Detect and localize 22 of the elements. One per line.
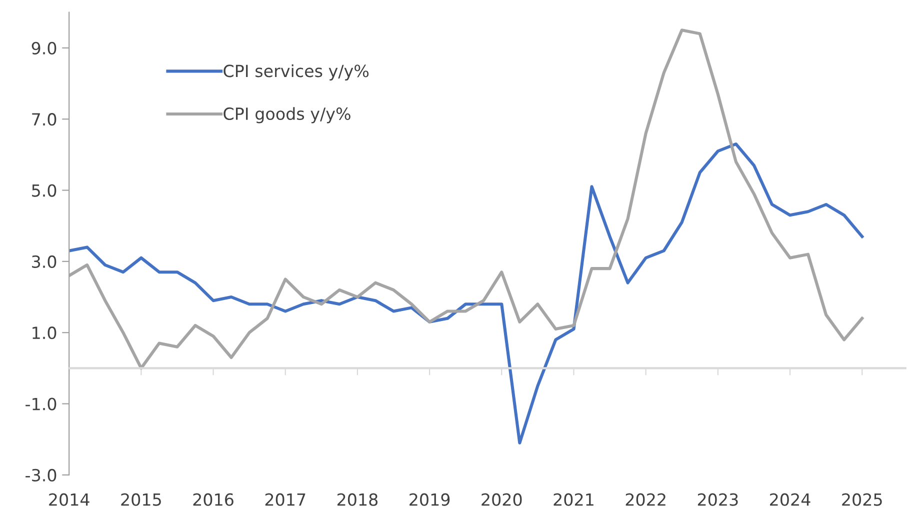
x-tick-label: 2020 <box>482 493 522 506</box>
x-tick-label: 2014 <box>49 493 90 506</box>
y-tick-label: -1.0 <box>26 398 56 410</box>
x-tick-label: 2023 <box>698 493 738 506</box>
y-tick-label: 3.0 <box>32 255 56 268</box>
x-tick-label: 2016 <box>193 493 234 506</box>
line-series <box>69 142 864 444</box>
x-tick-label: 2024 <box>770 493 810 506</box>
y-tick-label: 9.0 <box>32 42 56 54</box>
y-tick-label: 7.0 <box>32 113 56 126</box>
x-tick-label: 2025 <box>842 493 882 506</box>
x-tick-label: 2022 <box>626 493 666 506</box>
x-tick-label: 2017 <box>265 493 306 506</box>
legend-label: CPI goods y/y% <box>224 107 350 124</box>
y-tick-label: 1.0 <box>32 326 56 340</box>
y-tick-label: -3.0 <box>26 468 56 482</box>
x-tick-label: 2019 <box>410 493 450 506</box>
x-tick-label: 2021 <box>554 493 594 506</box>
x-tick-label: 2015 <box>121 493 161 506</box>
x-tick-label: 2018 <box>337 493 378 506</box>
legend-label: CPI services y/y% <box>224 64 369 80</box>
y-tick-label: 5.0 <box>32 184 56 197</box>
